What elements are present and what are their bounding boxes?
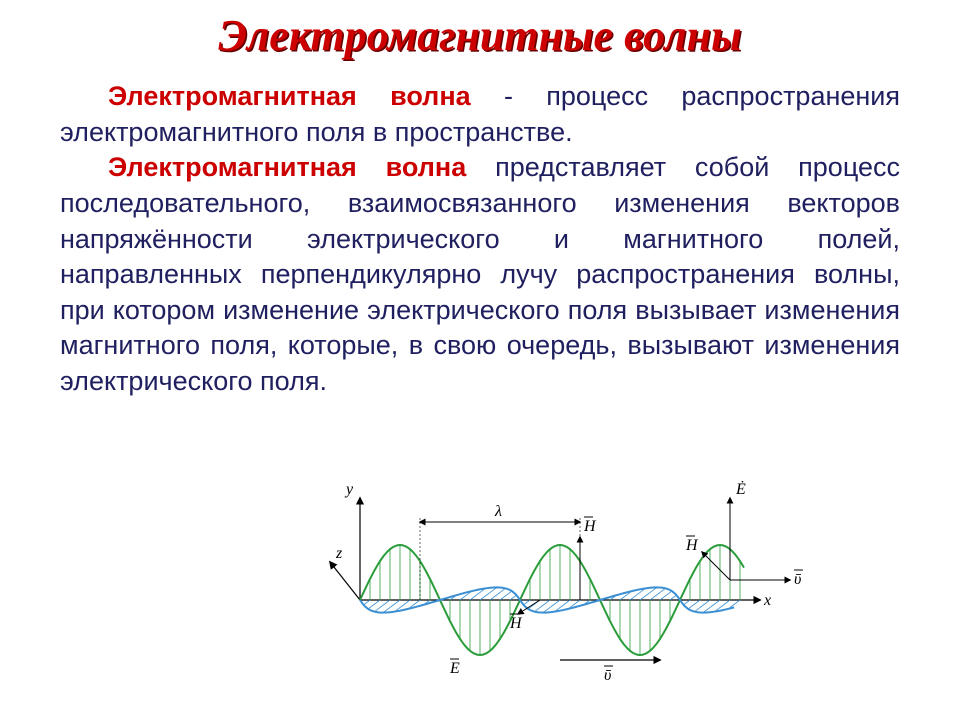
highlight-1: Электромагнитная волна: [108, 81, 471, 111]
svg-text:ῡ: ῡ: [604, 667, 612, 684]
svg-text:λ: λ: [494, 503, 502, 520]
svg-text:H: H: [509, 615, 523, 632]
paragraph-1: Электромагнитная волна - процесс распрос…: [60, 79, 900, 150]
svg-text:ῡ: ῡ: [794, 571, 802, 588]
body-text: Электромагнитная волна - процесс распрос…: [60, 79, 900, 400]
wave-diagram: x y z λ H E Hῡ Ė Hῡ: [300, 450, 860, 700]
paragraph-2: Электромагнитная волна представляет собо…: [60, 150, 900, 399]
slide-title: Электромагнитные волны: [60, 10, 900, 61]
svg-text:Ė: Ė: [735, 480, 746, 498]
svg-text:x: x: [763, 592, 771, 609]
svg-text:z: z: [335, 545, 343, 562]
para2-rest: представляет собой процесс последователь…: [60, 152, 900, 396]
highlight-2: Электромагнитная волна: [108, 152, 466, 182]
svg-text:H: H: [583, 518, 597, 535]
svg-text:E: E: [449, 660, 460, 677]
svg-text:H: H: [685, 537, 699, 554]
svg-text:y: y: [344, 481, 354, 498]
